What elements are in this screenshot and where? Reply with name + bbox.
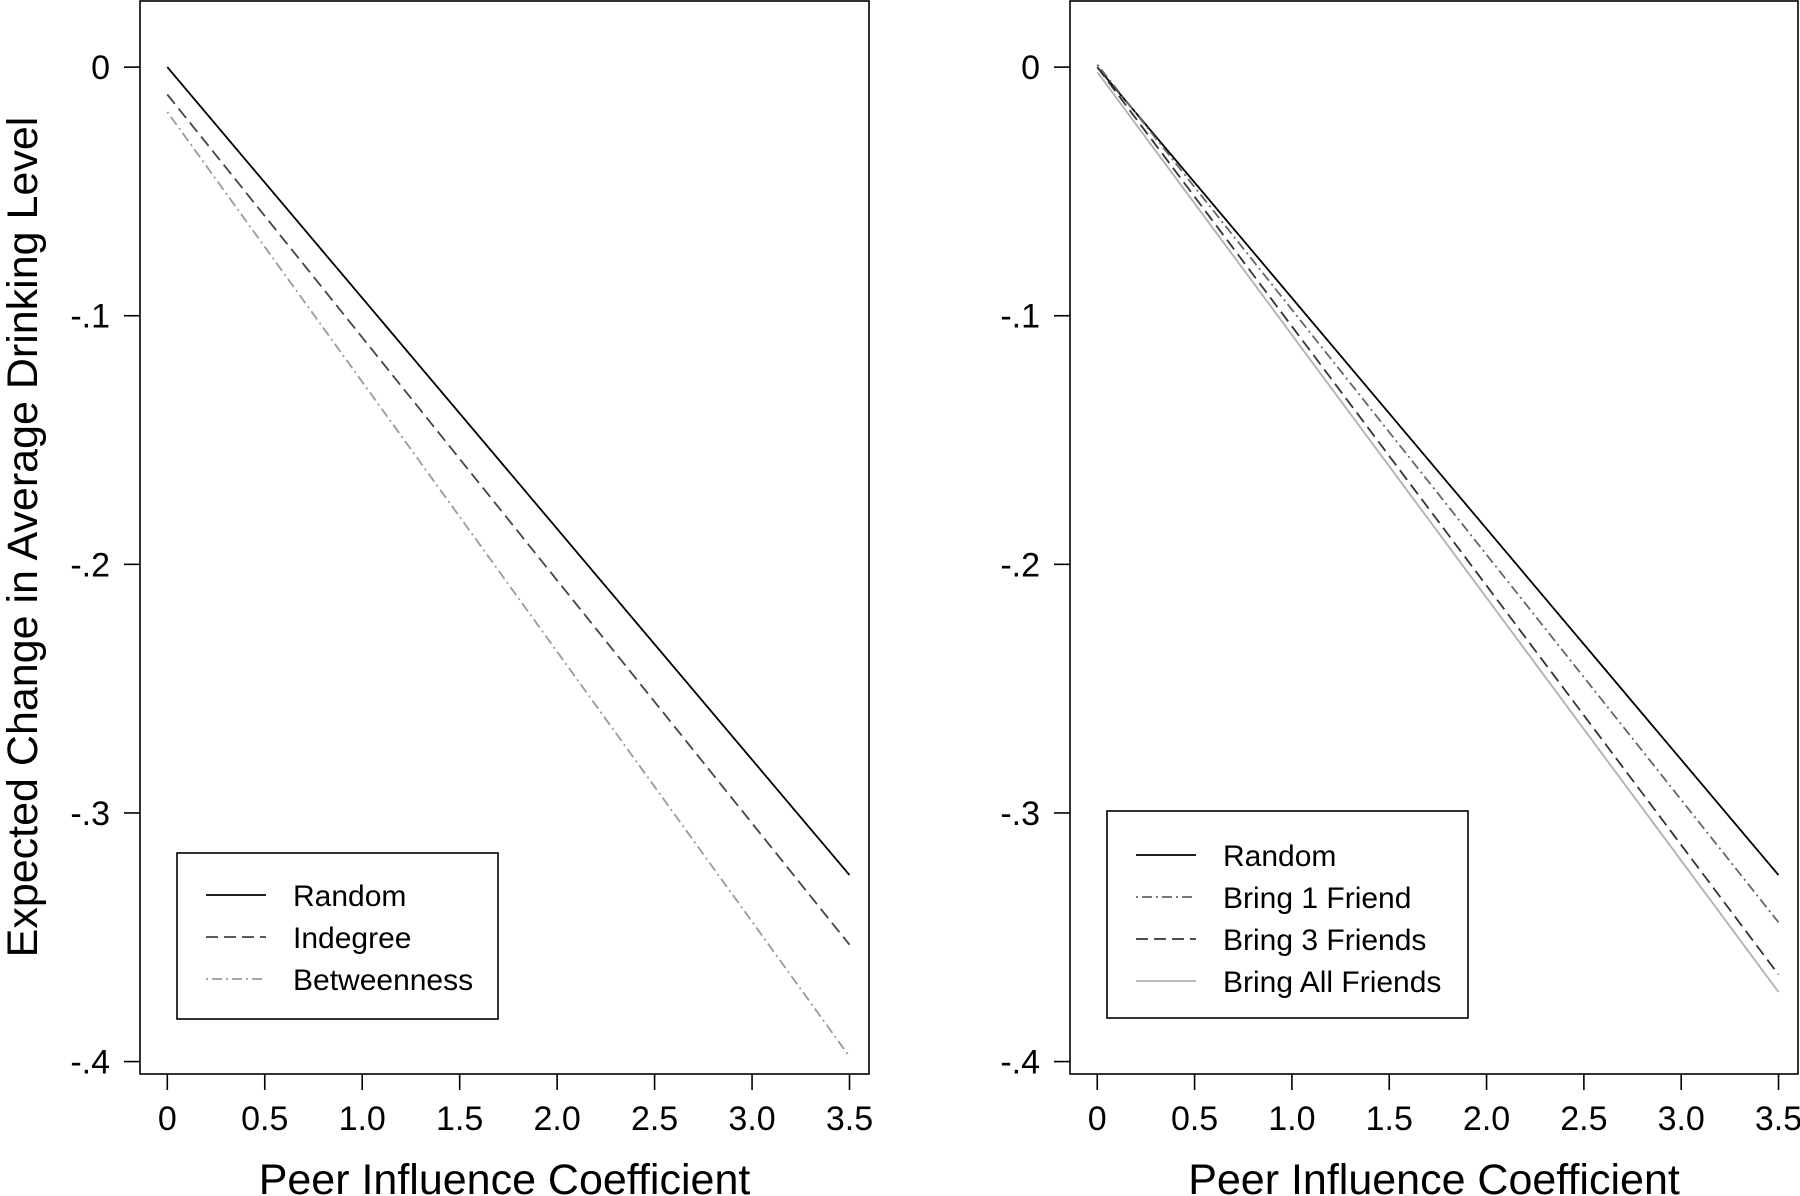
y-tick-label: -.1 (1000, 298, 1040, 336)
chart-panel-1: 0 0.5 1.0 1.5 2.0 2.5 3.0 3.5 0 -.1 -.2 -.3 -.4 Peer … (0, 0, 873, 1196)
x-tick-label: 3.5 (1755, 1100, 1800, 1138)
y-tick-label: -.4 (70, 1044, 110, 1082)
plot-frame (1069, 0, 1799, 1075)
x-tick-label: 2.0 (533, 1100, 580, 1138)
y-tick-label: -.3 (1000, 795, 1040, 833)
legend: Random Indegree Betweenness (176, 852, 499, 1020)
legend-box (1106, 810, 1469, 1019)
x-tick-label: 1.0 (339, 1100, 386, 1138)
series-line-bring-all-friends (1096, 71, 1780, 993)
y-tick-label: -.3 (70, 795, 110, 833)
x-tick-label: 3.0 (1658, 1100, 1705, 1138)
series-line-indegree (166, 93, 851, 946)
legend-label: Betweenness (293, 964, 473, 997)
y-tick-label: -.2 (1000, 546, 1040, 584)
x-tick-label: 1.5 (436, 1100, 483, 1138)
y-tick-label: 0 (1021, 49, 1040, 87)
x-tick-label: 3.5 (826, 1100, 873, 1138)
x-tick-label: 0.5 (241, 1100, 288, 1138)
series-line-bring-1-friend (1096, 64, 1780, 923)
y-tick-label: -.4 (1000, 1044, 1040, 1082)
y-tick-label: -.2 (70, 546, 110, 584)
plot-frame (139, 0, 870, 1075)
x-tick-label: 1.0 (1268, 1100, 1315, 1138)
legend-label: Random (1223, 840, 1336, 873)
series-line-random (166, 66, 851, 876)
series-line-betweenness (166, 111, 851, 1058)
legend-label: Indegree (293, 922, 411, 955)
legend-box (176, 852, 499, 1020)
x-tick-label: 3.0 (728, 1100, 775, 1138)
legend-label: Bring 3 Friends (1223, 924, 1426, 957)
x-tick-label: 0.5 (1171, 1100, 1218, 1138)
legend-label: Bring All Friends (1223, 966, 1441, 999)
chart-panel-2: 0 0.5 1.0 1.5 2.0 2.5 3.0 3.5 0 -.1 -.2 -.3 -.4 Peer … (1000, 0, 1800, 1196)
x-tick-label: 0 (158, 1100, 177, 1138)
series-line-bring-3-friends (1096, 66, 1780, 976)
legend-label: Random (293, 880, 406, 913)
x-axis-title: Peer Influence Coefficient (259, 1156, 751, 1196)
x-tick-label: 2.5 (631, 1100, 678, 1138)
y-axis-title: Expected Change in Average Drinking Leve… (0, 117, 47, 958)
x-tick-label: 2.0 (1463, 1100, 1510, 1138)
x-tick-label: 1.5 (1366, 1100, 1413, 1138)
y-tick-label: -.1 (70, 298, 110, 336)
legend-label: Bring 1 Friend (1223, 882, 1411, 915)
legend: Random Bring 1 Friend Bring 3 Friends Bring… (1106, 810, 1469, 1019)
x-tick-label: 0 (1088, 1100, 1107, 1138)
x-axis-title: Peer Influence Coefficient (1188, 1156, 1680, 1196)
series-line-random (1096, 66, 1780, 876)
y-tick-label: 0 (91, 49, 110, 87)
x-tick-label: 2.5 (1560, 1100, 1607, 1138)
